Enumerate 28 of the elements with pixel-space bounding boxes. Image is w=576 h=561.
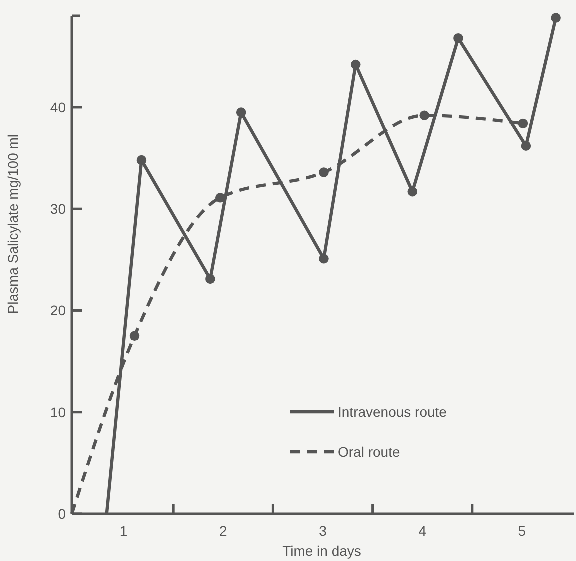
y-axis-title: Plasma Salicylate mg/100 ml [5,134,21,314]
y-tick-label: 40 [50,99,66,116]
x-tick-label: 4 [418,523,427,539]
point [420,110,430,120]
x-axis-title: Time in days [282,543,362,559]
y-tick-label: 30 [50,201,66,217]
point [454,33,464,44]
y-tick-label: 20 [50,302,66,319]
point [130,331,140,342]
point [319,254,329,264]
point [206,274,216,284]
point [518,118,528,129]
x-tick-label: 3 [319,523,328,539]
legend-label: Oral route [338,444,400,460]
point [319,168,329,178]
point [408,186,418,197]
x-tick-label: 1 [120,523,128,539]
point [136,155,147,166]
point [551,13,561,23]
point [521,141,532,151]
point [350,60,361,70]
point [216,193,226,203]
x-tick-label: 5 [518,523,526,539]
legend-label: Intravenous route [338,404,448,420]
y-tick-label: 0 [58,506,66,522]
x-tick-label: 2 [220,523,228,539]
y-tick-label: 10 [50,404,66,420]
point [236,108,246,118]
